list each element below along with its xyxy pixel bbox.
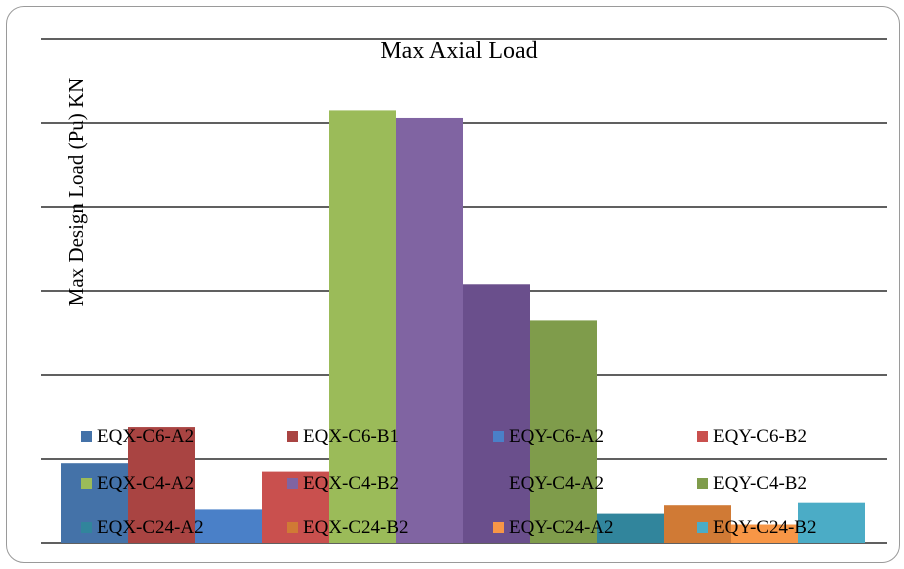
bar-eqx-c4-a2 [329, 110, 396, 544]
legend-entry: EQX-C24-B2 [287, 517, 409, 538]
legend-swatch [493, 478, 504, 489]
legend-label: EQX-C4-A2 [97, 473, 194, 494]
bar-eqx-c6-a2 [61, 463, 128, 543]
legend-label: EQY-C4-B2 [713, 473, 807, 494]
legend-label: EQY-C6-B2 [713, 426, 807, 447]
legend-entry: EQY-C24-A2 [493, 517, 614, 538]
bar-eqy-c4-a2 [463, 284, 530, 543]
legend-label: EQX-C6-A2 [97, 426, 194, 447]
legend-swatch [81, 478, 92, 489]
legend-swatch [81, 522, 92, 533]
legend-swatch [287, 431, 298, 442]
bar-eqy-c6-a2 [195, 509, 262, 543]
bar-eqx-c6-b1 [128, 427, 195, 543]
legend-swatch [493, 522, 504, 533]
legend-label: EQY-C6-A2 [509, 426, 604, 447]
legend-swatch [697, 478, 708, 489]
bar-chart: EQX-C6-A2 EQX-C6-B1 EQY-C6-A2 EQY-C6-B2 EQX-… [41, 38, 887, 544]
legend-swatch [493, 431, 504, 442]
legend-swatch [697, 522, 708, 533]
legend-entry: EQY-C4-B2 [697, 473, 807, 494]
legend-label: EQX-C4-B2 [303, 473, 399, 494]
legend-label: EQX-C24-B2 [303, 517, 409, 538]
legend-entry: EQY-C6-A2 [493, 426, 604, 447]
legend-label: EQY-C24-A2 [509, 517, 614, 538]
legend-swatch [287, 478, 298, 489]
legend-label: EQY-C4-A2 [509, 473, 604, 494]
legend-label: EQX-C24-A2 [97, 517, 204, 538]
legend-entry: EQX-C24-A2 [81, 517, 204, 538]
legend-entry: EQX-C4-A2 [81, 473, 194, 494]
bar-eqy-c24-a2 [731, 524, 798, 543]
bar-eqy-c24-b2 [798, 502, 865, 543]
legend-entry: EQX-C6-B1 [287, 426, 399, 447]
legend-swatch [81, 431, 92, 442]
legend-label: EQX-C6-B1 [303, 426, 399, 447]
legend-entry: EQX-C4-B2 [287, 473, 399, 494]
legend-swatch [697, 431, 708, 442]
legend-entry: EQX-C6-A2 [81, 426, 194, 447]
bar-eqx-c24-a2 [597, 513, 664, 543]
legend-swatch [287, 522, 298, 533]
legend-entry: EQY-C4-A2 [493, 473, 604, 494]
chart-title: Max Axial Load [380, 38, 537, 64]
y-axis-label: Max Design Load (Pu) KN [64, 78, 88, 307]
legend: EQX-C6-A2 EQX-C6-B1 EQY-C6-A2 EQY-C6-B2 EQX-… [81, 426, 816, 538]
legend-entry: EQY-C24-B2 [697, 517, 816, 538]
bars-group [61, 110, 865, 544]
chart-frame: EQX-C6-A2 EQX-C6-B1 EQY-C6-A2 EQY-C6-B2 EQX-… [6, 6, 900, 563]
legend-entry: EQY-C6-B2 [697, 426, 807, 447]
legend-label: EQY-C24-B2 [713, 517, 816, 538]
bar-eqy-c4-b2 [530, 320, 597, 543]
bar-eqx-c4-b2 [396, 117, 463, 544]
